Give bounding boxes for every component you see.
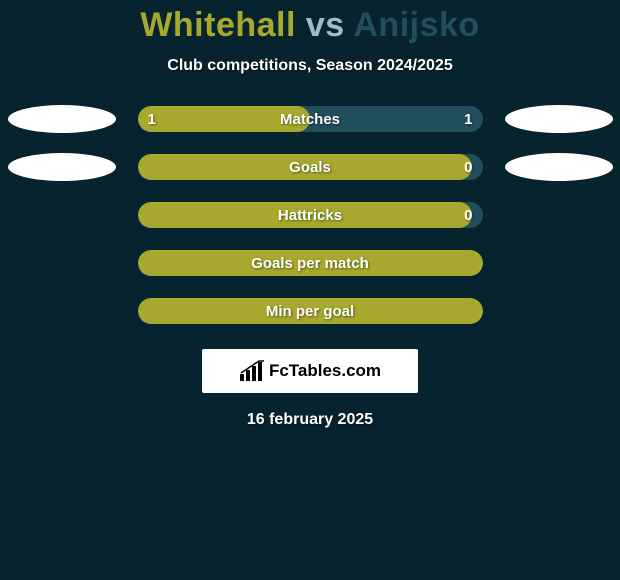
stat-label: Matches — [280, 111, 340, 128]
stat-bar: 0 Goals — [138, 154, 483, 180]
dot-slot-left — [8, 297, 116, 325]
brand-logo[interactable]: FcTables.com — [202, 349, 418, 393]
date-label: 16 february 2025 — [247, 411, 373, 429]
stat-label: Goals per match — [251, 255, 369, 272]
page-title: Whitehall vs Anijsko — [140, 6, 479, 45]
stat-right-value: 1 — [464, 106, 472, 132]
stat-bar: 1 1 Matches — [138, 106, 483, 132]
stat-row: 0 Hattricks — [0, 201, 620, 229]
dot-slot-left — [8, 201, 116, 229]
stat-label: Goals — [289, 159, 331, 176]
dot-slot-right — [505, 105, 613, 133]
team1-dot-icon — [8, 153, 116, 181]
stat-row: 1 1 Matches — [0, 105, 620, 133]
dot-slot-left — [8, 249, 116, 277]
stat-row: Goals per match — [0, 249, 620, 277]
subtitle: Club competitions, Season 2024/2025 — [167, 57, 452, 75]
stat-label: Min per goal — [266, 303, 354, 320]
dot-slot-left — [8, 105, 116, 133]
team1-name: Whitehall — [140, 6, 296, 44]
stat-row: Min per goal — [0, 297, 620, 325]
dot-slot-right — [505, 201, 613, 229]
stat-label: Hattricks — [278, 207, 342, 224]
dot-slot-left — [8, 153, 116, 181]
dot-slot-right — [505, 153, 613, 181]
stat-bar: 0 Hattricks — [138, 202, 483, 228]
dot-slot-right — [505, 249, 613, 277]
stat-bar: Goals per match — [138, 250, 483, 276]
stat-rows: 1 1 Matches 0 Goals 0 Hattricks Goals per match… — [0, 105, 620, 325]
team2-dot-icon — [505, 153, 613, 181]
team1-dot-icon — [8, 105, 116, 133]
dot-slot-right — [505, 297, 613, 325]
stat-bar: Min per goal — [138, 298, 483, 324]
stat-right-value: 0 — [464, 202, 472, 228]
stat-left-value: 1 — [148, 106, 156, 132]
chart-icon — [239, 360, 265, 382]
team2-dot-icon — [505, 105, 613, 133]
stat-right-value: 0 — [464, 154, 472, 180]
stat-row: 0 Goals — [0, 153, 620, 181]
team2-name: Anijsko — [353, 6, 479, 44]
title-vs: vs — [296, 6, 353, 44]
widget-container: Whitehall vs Anijsko Club competitions, … — [0, 0, 620, 580]
brand-text: FcTables.com — [269, 361, 381, 381]
